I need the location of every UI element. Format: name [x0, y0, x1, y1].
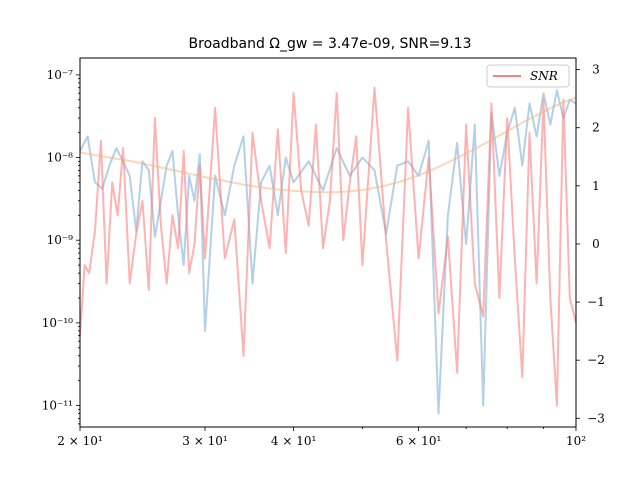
x-tick-label: 3 × 10¹ — [182, 434, 227, 448]
plot-lines — [79, 86, 577, 415]
y-axis-left: 10⁻¹¹ 10⁻¹⁰ 10⁻⁹ 10⁻⁸ 10⁻⁷ — [42, 68, 80, 425]
x-axis: 2 × 10¹ 3 × 10¹ 4 × 10¹ 6 × 10¹ 10² — [57, 427, 586, 448]
legend-label: SNR — [530, 69, 558, 83]
series-line-2 — [79, 86, 577, 407]
y-right-tick-label: −1 — [587, 295, 605, 309]
x-tick-label: 10² — [566, 434, 586, 448]
x-tick-label: 4 × 10¹ — [271, 434, 316, 448]
y-right-tick-label: 0 — [592, 237, 600, 251]
y-right-tick-label: −3 — [587, 411, 605, 425]
chart-title: Broadband Ω_gw = 3.47e-09, SNR=9.13 — [189, 36, 472, 52]
y-right-tick-label: 2 — [592, 121, 600, 135]
x-tick-label: 2 × 10¹ — [57, 434, 102, 448]
y-right-tick-label: −2 — [587, 353, 605, 367]
y-tick-label: 10⁻¹⁰ — [42, 316, 73, 330]
x-tick-label: 6 × 10¹ — [396, 434, 441, 448]
y-tick-label: 10⁻¹¹ — [42, 399, 73, 413]
legend-box — [486, 64, 570, 88]
y-axis-right: −3 −2 −1 0 1 2 3 — [576, 63, 605, 425]
legend: SNR — [486, 64, 570, 88]
y-tick-label: 10⁻⁸ — [47, 151, 74, 165]
y-right-tick-label: 1 — [592, 179, 600, 193]
y-tick-label: 10⁻⁹ — [47, 233, 74, 247]
y-right-tick-label: 3 — [592, 63, 600, 77]
series-line-3 — [79, 96, 577, 194]
y-tick-label: 10⁻⁷ — [47, 68, 74, 82]
plot-frame — [79, 57, 577, 428]
